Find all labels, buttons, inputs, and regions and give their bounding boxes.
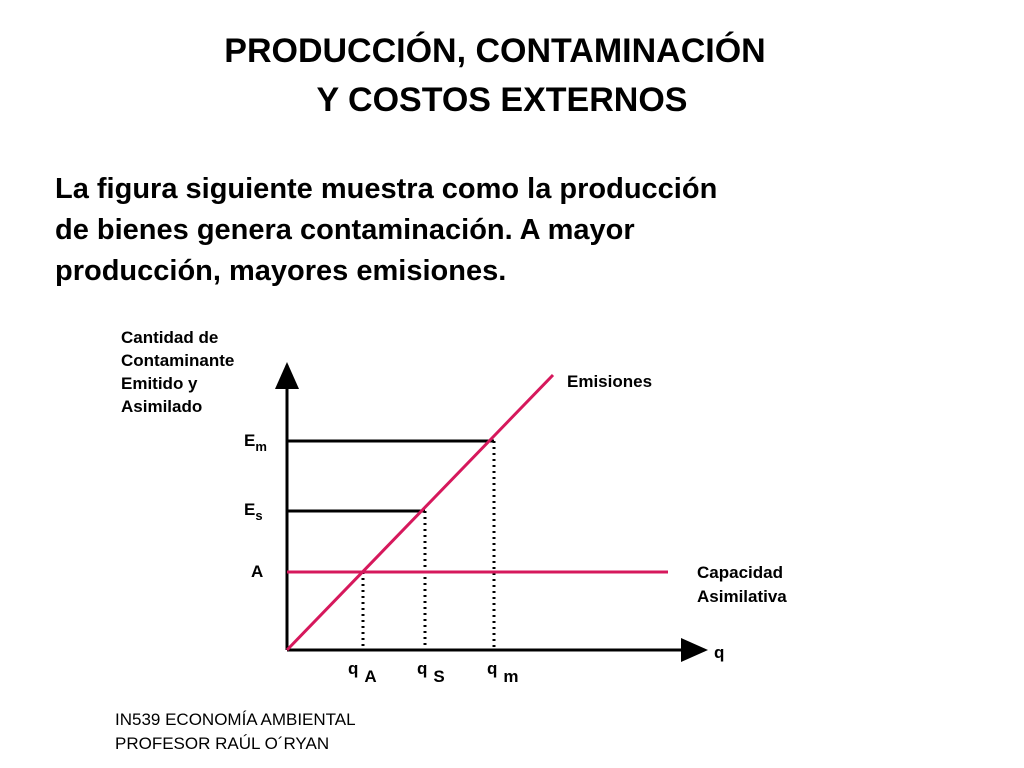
label-base: q [487, 659, 497, 678]
capacity-label: Asimilativa [697, 587, 787, 606]
title-line: Y COSTOS EXTERNOS [317, 81, 688, 119]
label-base: q [348, 659, 358, 678]
label-sub: S [433, 667, 444, 686]
body-line: de bienes genera contaminación. A mayor [55, 214, 635, 246]
label-base: q [417, 659, 427, 678]
capacity-label: Capacidad [697, 563, 783, 582]
label-sub: s [255, 508, 262, 523]
y-level-label: Em [244, 431, 267, 454]
title-line: PRODUCCIÓN, CONTAMINACIÓN [224, 32, 765, 70]
label-base: E [244, 431, 255, 450]
footer-line: PROFESOR RAÚL O´RYAN [115, 734, 329, 753]
y-level-label: A [251, 562, 263, 581]
y-axis-label: Cantidad de [121, 328, 218, 347]
label-base: E [244, 500, 255, 519]
emissions-line [285, 373, 555, 652]
body-line: La figura siguiente muestra como la prod… [55, 173, 717, 205]
label-sub: m [503, 667, 518, 686]
label-sub: m [255, 439, 267, 454]
body-line: producción, mayores emisiones. [55, 255, 506, 287]
y-level-label: Es [244, 500, 263, 523]
footer-line: IN539 ECONOMÍA AMBIENTAL [115, 710, 356, 729]
x-axis-label: q [714, 643, 724, 662]
y-axis-label: Emitido y [121, 374, 198, 393]
y-axis-label: Asimilado [121, 397, 202, 416]
y-axis-label: Contaminante [121, 351, 234, 370]
label-sub: A [364, 667, 376, 686]
emissions-label: Emisiones [567, 372, 652, 391]
diagram: Cantidad de Contaminante Emitido y Asimi… [121, 328, 787, 686]
